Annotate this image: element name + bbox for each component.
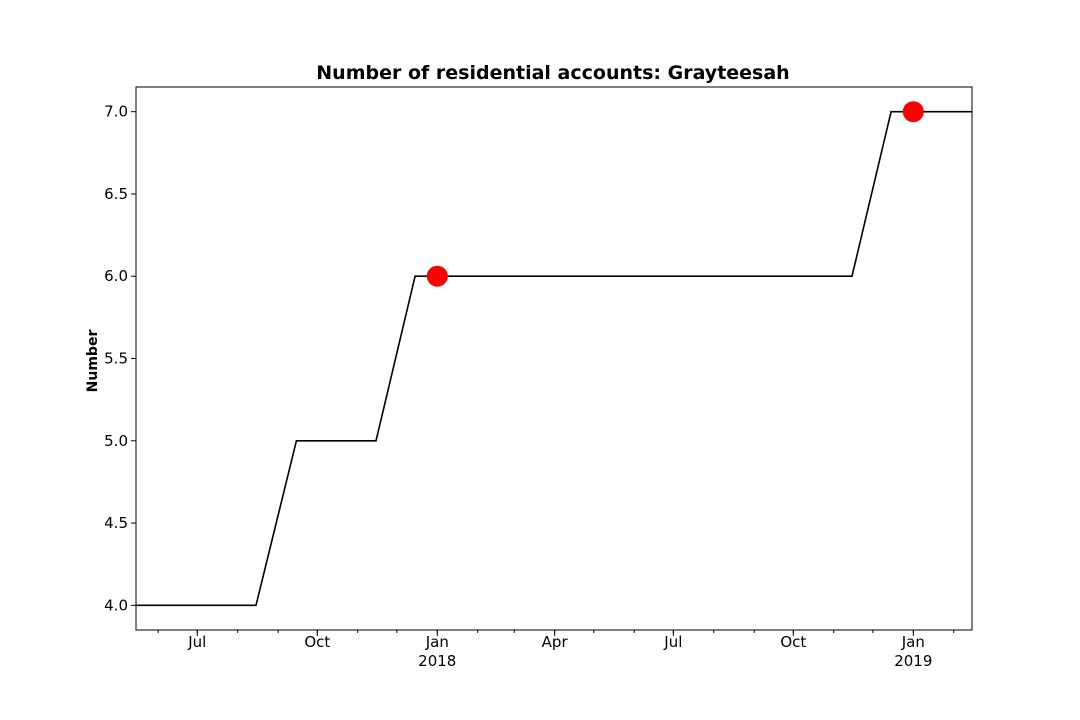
x-tick-year-label: 2019 (894, 652, 932, 670)
x-tick-label: Jan (425, 633, 449, 651)
y-axis: 4.0 4.5 5.0 5.5 6.0 6.5 7.0 (104, 103, 136, 614)
marker-layer (426, 101, 924, 287)
data-marker-2 (902, 101, 924, 123)
series-line-1 (136, 110, 972, 607)
y-tick-label: 4.5 (104, 514, 128, 532)
x-tick-year-label: 2018 (418, 652, 456, 670)
x-tick-label: Apr (542, 633, 569, 651)
series-layer (136, 110, 972, 607)
x-tick-label: Oct (304, 633, 330, 651)
y-tick-label: 5.5 (104, 350, 128, 368)
x-tick-label: Oct (780, 633, 806, 651)
y-tick-label: 7.0 (104, 103, 128, 121)
x-tick-label: Jul (187, 633, 206, 651)
y-tick-label: 6.5 (104, 185, 128, 203)
y-axis-label: Number (85, 330, 101, 393)
x-tick-label: Jul (663, 633, 682, 651)
y-tick-label: 6.0 (104, 267, 128, 285)
data-marker-1 (426, 265, 448, 287)
chart-title: Number of residential accounts: Graytees… (316, 62, 789, 84)
y-tick-label: 5.0 (104, 432, 128, 450)
x-tick-label: Jan (901, 633, 925, 651)
y-tick-label: 4.0 (104, 596, 128, 614)
